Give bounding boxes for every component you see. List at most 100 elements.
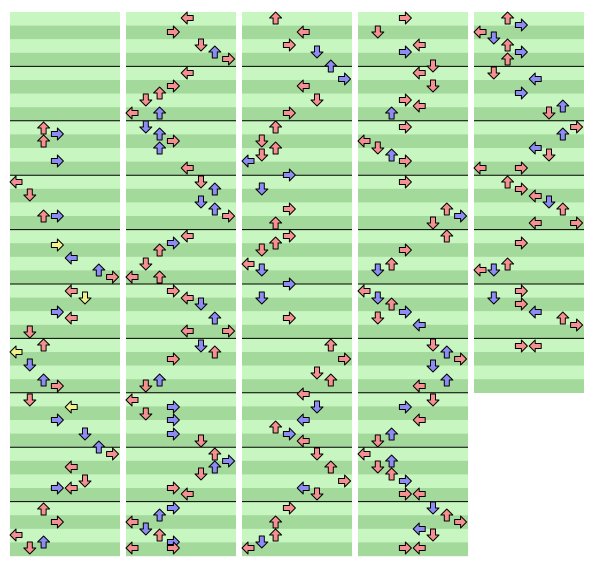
arrow-note (412, 318, 426, 332)
arrow-note (310, 487, 324, 501)
arrow-note (357, 447, 371, 461)
note-layer (9, 121, 120, 555)
arrow-note (371, 460, 385, 474)
arrow-note (153, 373, 167, 387)
arrow-note (194, 297, 208, 311)
beat-stripe (10, 365, 120, 380)
arrow-note (514, 45, 528, 59)
arrow-note (23, 358, 37, 372)
beat-stripe (242, 460, 352, 475)
beat-stripe (10, 379, 120, 393)
arrow-note (9, 528, 23, 542)
beat-stripe (474, 202, 584, 217)
arrow-note (473, 25, 487, 39)
arrow-note (64, 284, 78, 298)
beat-stripe (126, 80, 236, 94)
arrow-note (398, 45, 412, 59)
arrow-note (501, 52, 515, 66)
arrow-note (385, 467, 399, 481)
beat-stripe (474, 39, 584, 53)
beat-stripe (242, 311, 352, 325)
arrow-note (487, 31, 501, 45)
beat-stripe (10, 12, 120, 26)
beat-stripe (358, 120, 468, 135)
arrow-note (324, 373, 338, 387)
arrow-note (106, 270, 120, 284)
beat-stripe (10, 216, 120, 230)
beat-stripe (242, 243, 352, 257)
beat-stripe (10, 515, 120, 529)
beat-stripe (358, 148, 468, 162)
beat-stripe (358, 52, 468, 67)
arrow-note (282, 427, 296, 441)
beat-stripe (10, 120, 120, 135)
arrow-note (528, 141, 542, 155)
beat-stripe (10, 188, 120, 203)
beat-stripe (474, 270, 584, 285)
beat-stripe (242, 256, 352, 271)
beat-stripe (242, 216, 352, 230)
arrow-note (139, 120, 153, 134)
arrow-note (50, 379, 64, 393)
arrow-note (398, 487, 412, 501)
beat-stripe (474, 25, 584, 40)
arrow-note (324, 59, 338, 73)
arrow-note (269, 420, 283, 434)
arrow-note (296, 387, 310, 401)
beat-stripe (10, 433, 120, 448)
beat-stripe (10, 420, 120, 434)
beat-stripe (358, 392, 468, 407)
arrow-note (426, 501, 440, 515)
arrow-note (255, 535, 269, 549)
arrow-note (282, 229, 296, 243)
arrow-note (324, 338, 338, 352)
arrow-note (412, 541, 426, 555)
beat-stripe (126, 365, 236, 380)
beat-stripe (358, 243, 468, 257)
beat-stripe (126, 107, 236, 121)
beat-stripe (126, 338, 236, 353)
arrow-note (556, 311, 570, 325)
beat-stripe (474, 297, 584, 312)
beat-stripe (10, 297, 120, 312)
arrow-note (166, 134, 180, 148)
beat-stripe (242, 12, 352, 26)
beat-stripe (358, 175, 468, 189)
arrow-note (153, 106, 167, 120)
arrow-note (514, 161, 528, 175)
arrow-note (412, 38, 426, 52)
arrow-note (514, 182, 528, 196)
arrow-note (64, 400, 78, 414)
arrow-note (255, 263, 269, 277)
note-layer (125, 11, 236, 555)
arrow-note (222, 324, 236, 338)
beat-stripe (10, 406, 120, 421)
arrow-note (385, 106, 399, 120)
arrow-note (50, 413, 64, 427)
arrow-note (50, 127, 64, 141)
beat-stripe (126, 352, 236, 366)
beat-stripe (126, 25, 236, 40)
arrow-note (208, 345, 222, 359)
arrow-note (440, 202, 454, 216)
arrow-note (296, 79, 310, 93)
arrow-note (398, 11, 412, 25)
arrow-note (194, 339, 208, 353)
arrow-note (37, 121, 51, 135)
arrow-note (385, 297, 399, 311)
arrow-note (37, 535, 51, 549)
arrow-note (106, 447, 120, 461)
beat-stripe (358, 93, 468, 108)
note-layer (241, 11, 352, 555)
beat-stripe (358, 474, 468, 489)
arrow-note (426, 79, 440, 93)
beat-stripe (242, 39, 352, 53)
arrow-note (269, 528, 283, 542)
arrow-note (454, 209, 468, 223)
beat-stripe (242, 392, 352, 407)
beat-stripe (358, 324, 468, 339)
beat-stripe (10, 66, 120, 81)
arrow-note (125, 270, 139, 284)
arrow-note (542, 148, 556, 162)
arrow-note (501, 11, 515, 25)
